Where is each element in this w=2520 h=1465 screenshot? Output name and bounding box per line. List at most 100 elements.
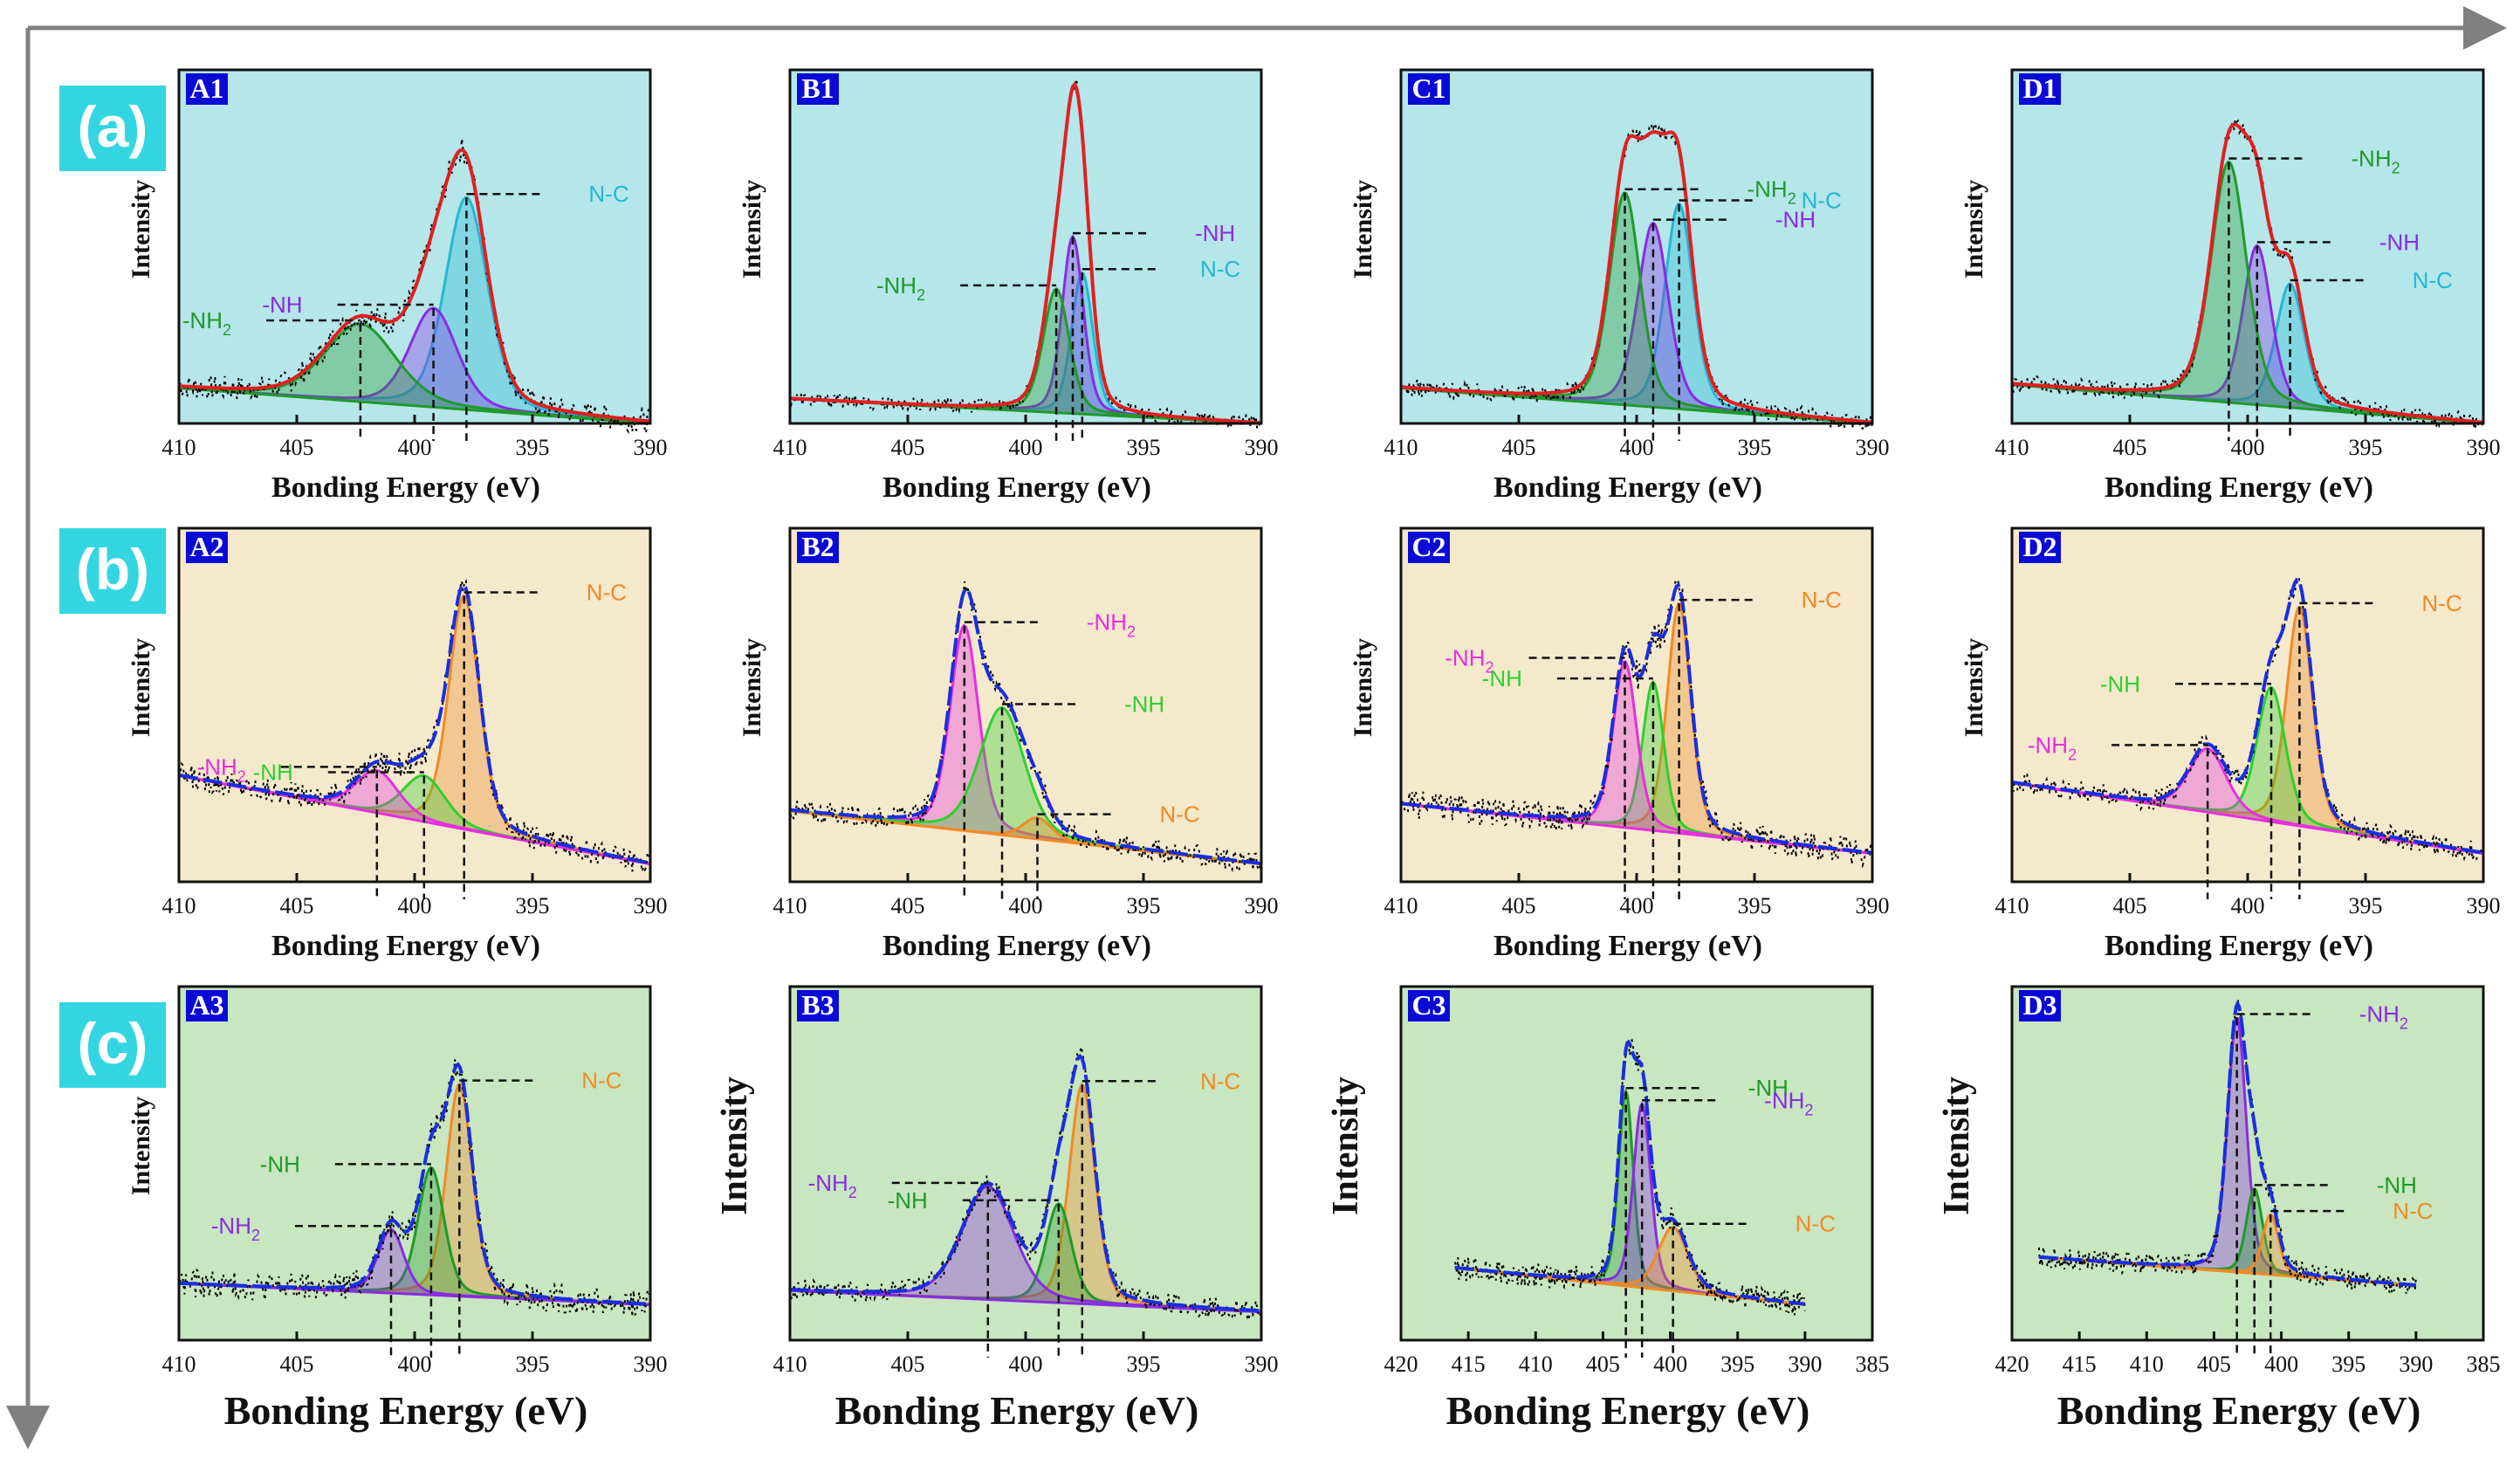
peak-fill--NH: [179, 308, 650, 423]
x-tick-label: 410: [162, 1352, 196, 1377]
x-tick-label: 405: [1502, 435, 1536, 460]
x-axis-label: Bonding Energy (eV): [882, 930, 1151, 962]
panel-label: C1: [1408, 72, 1450, 105]
plot-area: [790, 987, 1261, 1340]
x-tick-label: 400: [398, 1352, 432, 1377]
label-subscript: 2: [223, 321, 231, 339]
label-N-C: N-C: [581, 1068, 621, 1094]
y-axis-label: Intensity: [1349, 638, 1377, 737]
y-axis-label: Intensity: [738, 180, 766, 279]
envelope: [178, 1062, 651, 1306]
peak-fill--NH2: [1401, 193, 1872, 423]
x-tick-label: 410: [1995, 435, 2029, 460]
label-subscript: 2: [1804, 1101, 1813, 1118]
x-tick-label: 395: [2349, 893, 2383, 918]
label--NH: -NH: [888, 1187, 928, 1214]
label-N-C: N-C: [1200, 1068, 1240, 1094]
plot-area: [179, 528, 650, 882]
x-tick-label: 410: [162, 435, 196, 460]
panel-label-box: [186, 990, 228, 1021]
x-axis-label: Bonding Energy (eV): [271, 930, 540, 962]
raw-data: [2011, 574, 2484, 863]
y-axis-label: Intensity: [715, 1076, 755, 1215]
x-tick-label: 405: [891, 893, 925, 918]
y-axis-label: Intensity: [1349, 180, 1377, 279]
panel-label: D3: [2019, 989, 2061, 1021]
plot-area: [790, 70, 1261, 423]
x-tick-label: 420: [1384, 1352, 1418, 1377]
panel-label-box: [797, 73, 839, 105]
panel-label-text: C1: [1411, 72, 1445, 104]
x-tick-label: 390: [1856, 893, 1890, 918]
row-label-c: (c): [59, 1002, 166, 1088]
peak-fill--NH2: [790, 1186, 1261, 1312]
x-tick-label: 400: [1653, 1352, 1687, 1377]
y-axis-label: Intensity: [127, 180, 155, 279]
x-tick-label: 390: [1245, 435, 1279, 460]
x-tick-label: 395: [1127, 893, 1161, 918]
x-axis-label: Bonding Energy (eV): [835, 1388, 1199, 1433]
x-tick-label: 405: [2197, 1352, 2231, 1377]
x-tick-label: 410: [773, 435, 807, 460]
row-label-a: (a): [59, 86, 166, 171]
peak-fill--NH2: [1454, 1104, 1805, 1305]
label-N-C: N-C: [587, 579, 627, 605]
label-subscript: 2: [2400, 1015, 2408, 1033]
x-tick-label: 405: [280, 1352, 314, 1377]
row-label-b: (b): [59, 528, 166, 614]
x-tick-label: 400: [2264, 1352, 2298, 1377]
row-label-box: [59, 528, 166, 614]
label-subscript: 2: [1127, 623, 1136, 641]
x-tick-label: 400: [2231, 893, 2265, 918]
panel-label-text: A1: [189, 72, 223, 104]
envelope: [178, 582, 651, 865]
label-N-C: N-C: [1796, 1211, 1836, 1237]
label-N-C: N-C: [588, 181, 628, 207]
envelope: [2011, 578, 2484, 855]
label-N-C: N-C: [1802, 587, 1842, 613]
x-tick-label: 405: [2113, 893, 2147, 918]
panel-label: C3: [1408, 989, 1450, 1021]
x-tick-label: 405: [891, 1352, 925, 1377]
x-tick-label: 395: [516, 893, 550, 918]
x-tick-label: 405: [1502, 893, 1536, 918]
x-tick-label: 395: [2349, 435, 2383, 460]
raw-data: [1453, 1038, 1806, 1316]
y-axis-label: Intensity: [127, 1097, 155, 1195]
x-tick-label: 420: [1995, 1352, 2029, 1377]
label--NH: -NH: [253, 760, 293, 786]
x-tick-label: 395: [1127, 1352, 1161, 1377]
x-tick-label: 410: [1995, 893, 2029, 918]
envelope: [1400, 130, 1873, 424]
panel-label-text: C2: [1411, 531, 1445, 562]
x-tick-label: 400: [398, 435, 432, 460]
baseline: [789, 1289, 1262, 1314]
peak-fill--NH: [1401, 223, 1872, 423]
panel-label-box: [2019, 73, 2061, 105]
x-tick-label: 400: [1009, 435, 1043, 460]
x-tick-label: 385: [1856, 1352, 1890, 1377]
x-tick-label: 410: [1384, 893, 1418, 918]
x-tick-label: 405: [2113, 435, 2147, 460]
x-tick-label: 400: [1009, 1352, 1043, 1377]
envelope: [2011, 122, 2484, 424]
panel-label-text: D2: [2022, 531, 2057, 562]
plot-area: [2012, 70, 2483, 423]
peak-fill--NH2: [179, 324, 650, 423]
x-tick-label: 410: [162, 893, 196, 918]
x-tick-label: 400: [2231, 435, 2265, 460]
label-subscript: 2: [848, 1184, 857, 1201]
label--NH: -NH: [1482, 665, 1522, 691]
panel-label: A1: [186, 72, 228, 105]
x-tick-label: 415: [1452, 1352, 1486, 1377]
y-axis-label: Intensity: [127, 638, 155, 737]
x-tick-label: 405: [280, 435, 314, 460]
x-tick-label: 410: [1384, 435, 1418, 460]
x-tick-label: 385: [2467, 1352, 2501, 1377]
x-axis-label: Bonding Energy (eV): [271, 471, 540, 504]
envelope: [1400, 582, 1873, 855]
x-tick-label: 390: [634, 893, 668, 918]
x-tick-label: 390: [1245, 893, 1279, 918]
x-axis-label: Bonding Energy (eV): [2057, 1388, 2421, 1433]
